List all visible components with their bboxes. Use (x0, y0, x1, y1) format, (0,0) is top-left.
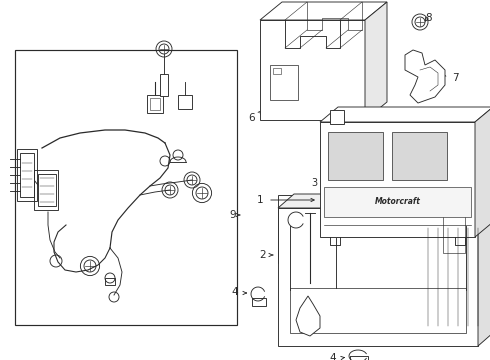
Bar (34, 170, 58, 210)
Bar (17, 149, 37, 201)
Bar (38, 174, 56, 206)
Polygon shape (296, 296, 320, 336)
Text: 5: 5 (480, 195, 487, 205)
Bar (320, 122, 475, 237)
Bar (160, 74, 168, 96)
Bar (105, 278, 115, 285)
Bar (330, 110, 344, 124)
Bar (392, 132, 447, 180)
Bar (20, 153, 34, 197)
Bar (328, 132, 383, 180)
Text: 6: 6 (248, 113, 255, 123)
Text: 7: 7 (452, 73, 459, 83)
Bar (278, 195, 350, 263)
Polygon shape (278, 194, 490, 208)
Bar (443, 213, 465, 253)
Bar (273, 68, 281, 74)
Polygon shape (320, 107, 490, 122)
Polygon shape (405, 50, 445, 103)
Text: Motorcraft: Motorcraft (374, 198, 420, 207)
Bar (147, 95, 163, 113)
Bar (350, 356, 368, 360)
Text: 4: 4 (329, 353, 336, 360)
Text: 1: 1 (256, 195, 263, 205)
Bar (290, 288, 466, 333)
Text: 9: 9 (229, 210, 236, 220)
Bar (324, 187, 471, 217)
Bar (178, 95, 192, 109)
Polygon shape (478, 194, 490, 346)
Text: 8: 8 (345, 25, 352, 35)
Bar (150, 98, 160, 110)
Polygon shape (365, 2, 387, 120)
Polygon shape (475, 107, 490, 237)
Text: 8: 8 (425, 13, 432, 23)
Text: 2: 2 (259, 250, 266, 260)
Text: 4: 4 (231, 287, 238, 297)
Bar (15, 50, 237, 325)
Bar (252, 298, 266, 306)
Bar (260, 20, 365, 120)
Text: 3: 3 (311, 178, 317, 188)
Polygon shape (260, 2, 387, 20)
Bar (270, 65, 298, 100)
Bar (278, 208, 478, 346)
